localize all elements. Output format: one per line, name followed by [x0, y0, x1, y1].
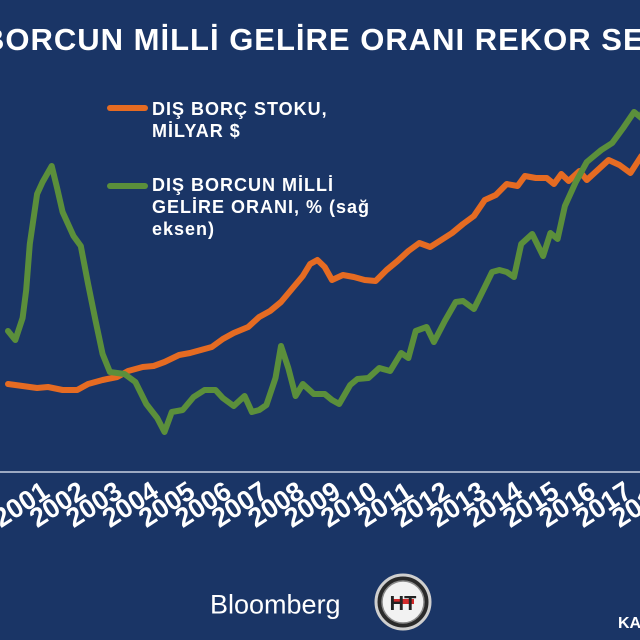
ht-logo-icon: HT — [374, 573, 432, 631]
chart-title: BORCUN MİLLİ GELİRE ORANI REKOR SE — [0, 22, 640, 57]
series-line-debt-stock — [5, 153, 640, 393]
legend-ratio-line1: DIŞ BORCUN MİLLİ — [152, 175, 334, 195]
legend-debt-line1: DIŞ BORÇ STOKU, — [152, 99, 328, 119]
x-tick-labels: 2001200220032004200520062007200820092010… — [0, 476, 640, 534]
legend-ratio-line3: eksen) — [152, 219, 216, 239]
legend-swatches — [107, 105, 148, 189]
series-layer — [5, 109, 640, 435]
source-label: KA — [618, 615, 640, 632]
legend-debt: DIŞ BORÇ STOKU, MİLYAR $ — [152, 98, 328, 142]
legend-debt-line2: MİLYAR $ — [152, 121, 241, 141]
series-line-debt-to-gdp — [5, 109, 640, 435]
bloomberg-logo-text: Bloomberg — [210, 589, 341, 620]
legend-ratio-line2: GELİRE ORANI, % (sağ — [152, 197, 371, 217]
legend-ratio: DIŞ BORCUN MİLLİ GELİRE ORANI, % (sağ ek… — [152, 174, 370, 240]
ht-logo-letters: HT — [390, 593, 417, 615]
